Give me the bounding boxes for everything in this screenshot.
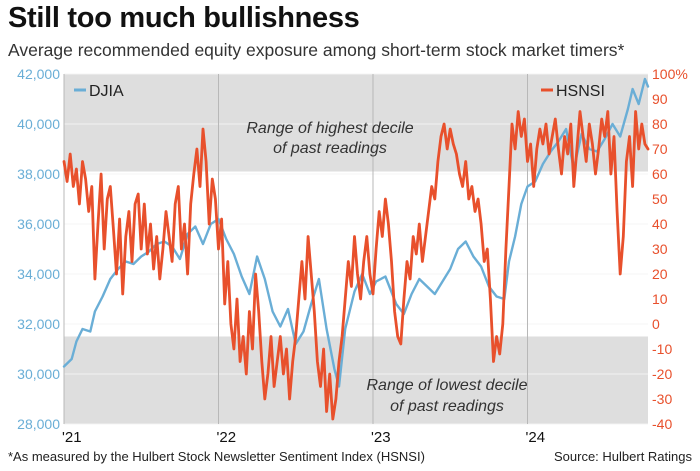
right-axis-tick-label: 100%	[652, 66, 688, 82]
legend-label-djia: DJIA	[89, 83, 124, 100]
right-axis-tick-label: 60	[652, 166, 668, 182]
left-axis-tick-label: 38,000	[17, 166, 60, 182]
legend-layer: DJIA HSNSI	[74, 83, 605, 100]
right-axis-tick-label: 20	[652, 266, 668, 282]
chart-title: Still too much bullishness	[8, 2, 360, 34]
right-axis-tick-label: -10	[652, 341, 672, 357]
source-credit: Source: Hulbert Ratings	[553, 449, 692, 464]
right-axis-tick-label: -40	[652, 416, 672, 432]
left-axis-tick-label: 32,000	[17, 316, 60, 332]
right-axis-tick-label: -20	[652, 366, 672, 382]
x-axis-tick-label: '21	[62, 429, 82, 446]
left-axis-tick-label: 28,000	[17, 416, 60, 432]
band-labels-layer: Range of highest decile of past readings R…	[246, 120, 527, 415]
band-label-1-line2: of past readings	[390, 398, 504, 415]
band-label-0-line1: Range of highest decile	[246, 120, 413, 137]
x-axis-tick-label: '24	[525, 429, 545, 446]
right-axis-tick-label: 80	[652, 116, 668, 132]
x-axis-tick-label: '22	[216, 429, 236, 446]
right-axis-tick-label: 0	[652, 316, 660, 332]
right-axis-tick-label: 40	[652, 216, 668, 232]
left-axis-tick-label: 40,000	[17, 116, 60, 132]
left-axis-tick-label: 34,000	[17, 266, 60, 282]
right-axis-tick-label: 70	[652, 141, 668, 157]
chart-subtitle: Average recommended equity exposure amon…	[8, 40, 625, 60]
x-axis-tick-label: '23	[371, 429, 391, 446]
left-axis-tick-label: 42,000	[17, 66, 60, 82]
right-axis-tick-label: 90	[652, 91, 668, 107]
right-axis-tick-label: 50	[652, 191, 668, 207]
series-line-hsnsi	[62, 110, 650, 421]
right-axis-tick-label: -30	[652, 391, 672, 407]
right-axis-tick-label: 10	[652, 291, 668, 307]
band-label-0-line2: of past readings	[273, 140, 387, 157]
band-label-1-line1: Range of lowest decile	[367, 377, 528, 394]
decile-band-1	[64, 336, 648, 424]
left-axis-tick-label: 36,000	[17, 216, 60, 232]
right-axis-tick-label: 30	[652, 241, 668, 257]
footnote: *As measured by the Hulbert Stock Newsle…	[8, 449, 425, 464]
legend-label-hsnsi: HSNSI	[556, 83, 605, 100]
axes-layer: 28,000 30,000 32,000 34,000 36,000 38,000 40,0…	[17, 66, 688, 446]
series-lines-layer	[62, 77, 650, 421]
left-axis-tick-label: 30,000	[17, 366, 60, 382]
